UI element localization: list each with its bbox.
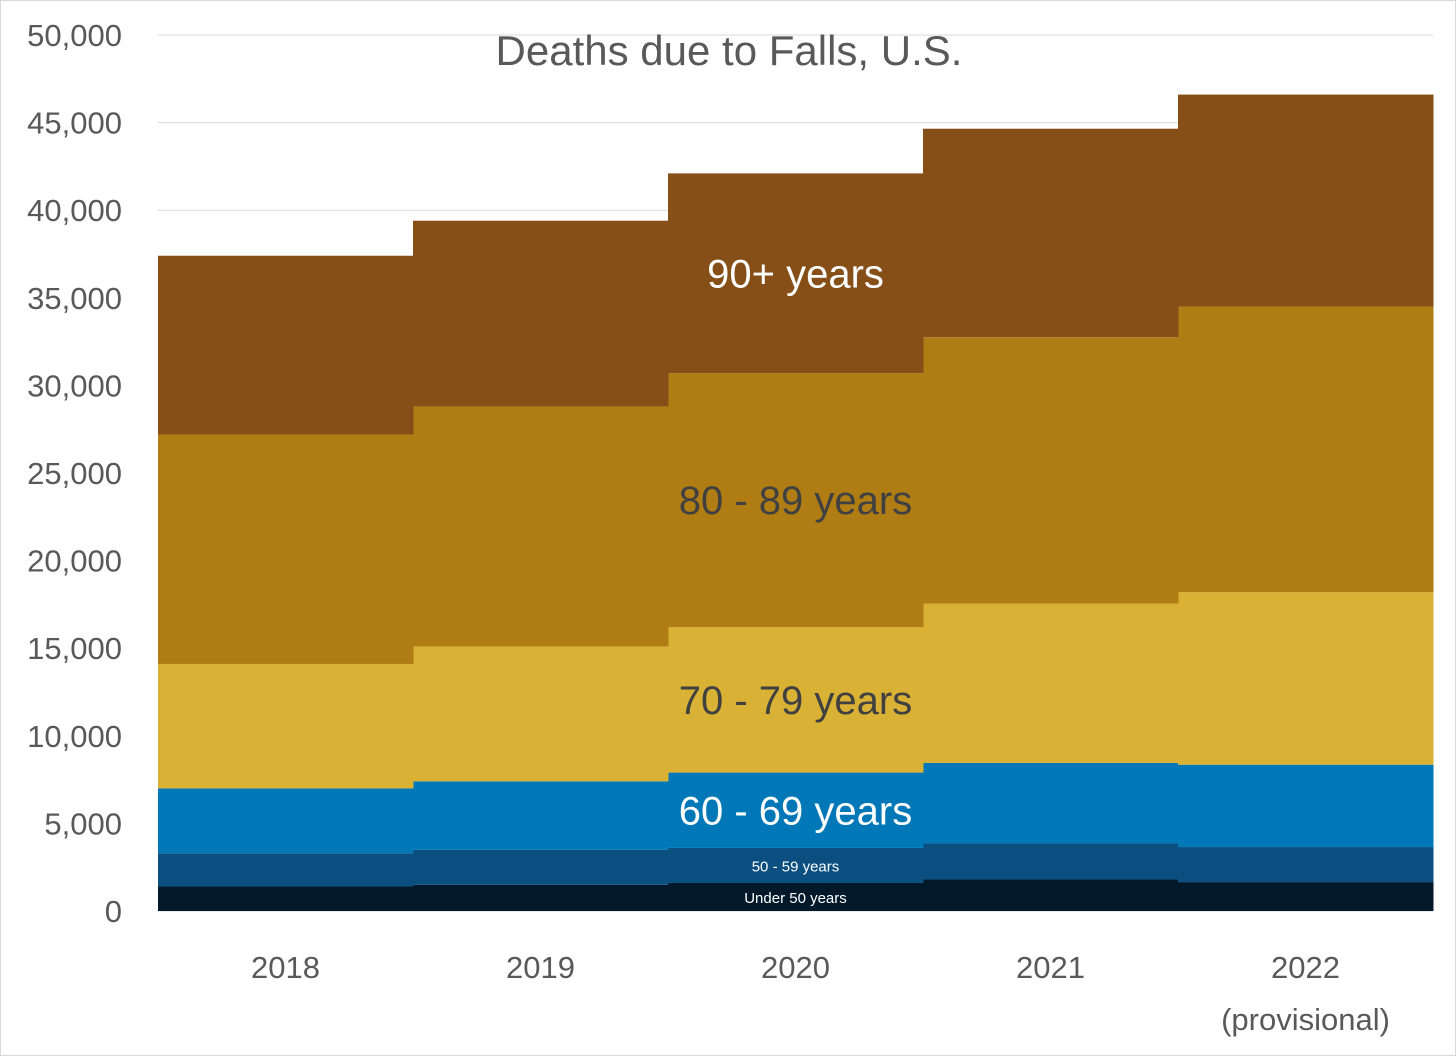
area-segment bbox=[1178, 94, 1434, 307]
area-segment bbox=[668, 627, 924, 773]
area-segment bbox=[668, 173, 924, 374]
area-segment bbox=[1178, 592, 1434, 765]
x-tick-label: 2020 bbox=[761, 950, 830, 985]
area-segment bbox=[413, 646, 669, 782]
series-label: Under 50 years bbox=[744, 890, 847, 907]
y-tick-label: 5,000 bbox=[44, 806, 122, 841]
y-tick-label: 25,000 bbox=[27, 456, 122, 491]
area-segment bbox=[923, 843, 1179, 880]
area-segment bbox=[158, 255, 414, 435]
y-tick-label: 20,000 bbox=[27, 544, 122, 579]
x-tick-label: 2022 bbox=[1271, 950, 1340, 985]
x-tick-label: 2021 bbox=[1016, 950, 1085, 985]
area-segment bbox=[923, 337, 1179, 604]
area-segment bbox=[668, 373, 924, 628]
area-segment bbox=[923, 128, 1179, 338]
area-segment bbox=[923, 762, 1179, 844]
y-tick-label: 35,000 bbox=[27, 281, 122, 316]
series-label: 90+ years bbox=[707, 252, 884, 296]
area-segment bbox=[1178, 882, 1434, 911]
area-segment bbox=[158, 886, 414, 911]
area-segment bbox=[158, 663, 414, 789]
x-tick-label: 2019 bbox=[506, 950, 575, 985]
y-tick-label: 0 bbox=[105, 894, 122, 929]
area-segment bbox=[158, 434, 414, 664]
area-segment bbox=[1178, 764, 1434, 848]
x-tick-note: (provisional) bbox=[1221, 1002, 1390, 1037]
area-segment bbox=[1178, 847, 1434, 883]
area-segment bbox=[413, 220, 669, 407]
chart-title: Deaths due to Falls, U.S. bbox=[496, 27, 963, 74]
area-segment bbox=[413, 406, 669, 647]
series-label: 60 - 69 years bbox=[679, 789, 912, 833]
y-tick-label: 10,000 bbox=[27, 719, 122, 754]
y-tick-label: 50,000 bbox=[27, 18, 122, 53]
area-segment bbox=[668, 847, 924, 883]
x-tick-label: 2018 bbox=[251, 950, 320, 985]
y-tick-label: 45,000 bbox=[27, 106, 122, 141]
area-segment bbox=[413, 781, 669, 850]
area-segment bbox=[1178, 306, 1434, 593]
area-segment bbox=[668, 882, 924, 911]
y-tick-label: 40,000 bbox=[27, 193, 122, 228]
area-segment bbox=[413, 849, 669, 885]
series-label: 50 - 59 years bbox=[752, 858, 840, 875]
area-segment bbox=[158, 853, 414, 887]
area-segment bbox=[158, 788, 414, 854]
area-segment bbox=[923, 879, 1179, 911]
series-label: 70 - 79 years bbox=[679, 679, 912, 723]
y-tick-label: 15,000 bbox=[27, 631, 122, 666]
series-label: 80 - 89 years bbox=[679, 479, 912, 523]
area-segment bbox=[413, 884, 669, 911]
area-segment bbox=[668, 772, 924, 848]
area-segment bbox=[923, 603, 1179, 763]
y-tick-label: 30,000 bbox=[27, 368, 122, 403]
